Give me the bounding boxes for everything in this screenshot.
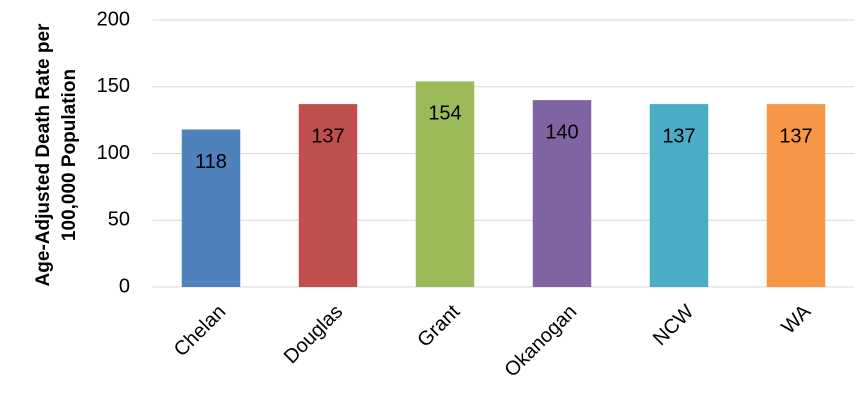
bar (181, 129, 241, 287)
y-tick-label: 200 (97, 8, 130, 30)
bar (532, 100, 592, 287)
y-tick-label: 0 (119, 275, 130, 297)
y-tick-label: 150 (97, 75, 130, 97)
x-tick-label: Okanogan (500, 301, 581, 382)
data-label: 137 (311, 125, 344, 147)
x-tick-label: WA (777, 300, 815, 338)
y-tick-label: 50 (108, 209, 130, 231)
bar (298, 104, 358, 287)
data-label: 154 (428, 103, 461, 125)
bar (766, 104, 826, 287)
x-tick-label: Chelan (170, 301, 230, 361)
y-tick-label: 100 (97, 142, 130, 164)
data-label: 137 (779, 125, 812, 147)
data-label: 140 (545, 121, 578, 143)
x-tick-label: Grant (413, 300, 464, 351)
y-axis-label: 100,000 Population (59, 69, 80, 241)
bar (649, 104, 709, 287)
x-tick-label: Douglas (280, 301, 347, 368)
bar (415, 81, 475, 287)
x-tick-label: NCW (649, 301, 698, 350)
y-axis-label: Age-Adjusted Death Rate per (33, 23, 54, 286)
data-label: 137 (662, 125, 695, 147)
data-label: 118 (195, 151, 227, 173)
